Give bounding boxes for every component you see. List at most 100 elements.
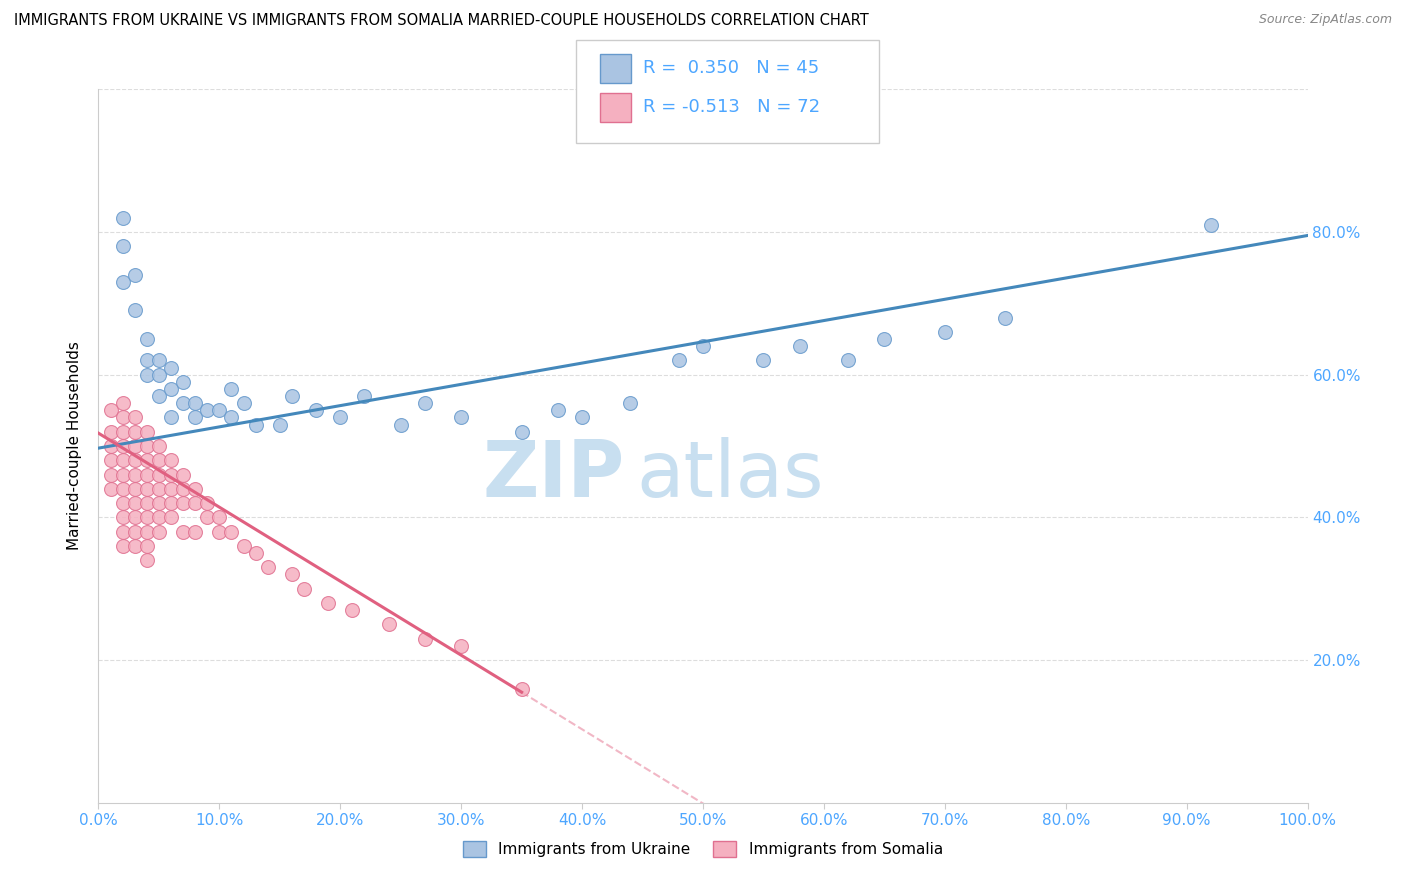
Point — [245, 417, 267, 432]
Point — [353, 389, 375, 403]
Point — [571, 410, 593, 425]
Point — [124, 303, 146, 318]
Point — [124, 496, 146, 510]
Point — [208, 403, 231, 417]
Text: Source: ZipAtlas.com: Source: ZipAtlas.com — [1258, 13, 1392, 27]
Point — [111, 510, 134, 524]
Point — [195, 510, 218, 524]
Point — [172, 375, 194, 389]
Point — [232, 539, 254, 553]
Point — [221, 382, 243, 396]
Point — [124, 467, 146, 482]
Point — [789, 339, 811, 353]
Point — [232, 396, 254, 410]
Point — [124, 425, 146, 439]
Point — [135, 439, 157, 453]
Point — [547, 403, 569, 417]
Point — [148, 353, 170, 368]
Point — [245, 546, 267, 560]
Point — [124, 510, 146, 524]
Point — [111, 467, 134, 482]
Point — [208, 524, 231, 539]
Point — [510, 681, 533, 696]
Point — [111, 496, 134, 510]
Point — [281, 389, 304, 403]
Point — [1199, 218, 1222, 232]
Point — [124, 268, 146, 282]
Point — [668, 353, 690, 368]
Point — [124, 453, 146, 467]
Point — [100, 453, 122, 467]
Point — [124, 539, 146, 553]
Point — [111, 211, 134, 225]
Point — [510, 425, 533, 439]
Point — [100, 439, 122, 453]
Point — [160, 482, 183, 496]
Point — [111, 396, 134, 410]
Point — [160, 453, 183, 467]
Point — [135, 553, 157, 567]
Point — [135, 539, 157, 553]
Point — [111, 482, 134, 496]
Point — [148, 439, 170, 453]
Point — [837, 353, 859, 368]
Legend: Immigrants from Ukraine, Immigrants from Somalia: Immigrants from Ukraine, Immigrants from… — [457, 835, 949, 863]
Point — [111, 275, 134, 289]
Point — [195, 403, 218, 417]
Point — [342, 603, 364, 617]
Point — [124, 410, 146, 425]
Point — [135, 510, 157, 524]
Point — [100, 425, 122, 439]
Y-axis label: Married-couple Households: Married-couple Households — [67, 342, 83, 550]
Point — [148, 389, 170, 403]
Point — [124, 439, 146, 453]
Point — [184, 396, 207, 410]
Point — [111, 439, 134, 453]
Point — [256, 560, 278, 574]
Point — [160, 510, 183, 524]
Point — [111, 453, 134, 467]
Point — [184, 482, 207, 496]
Point — [135, 482, 157, 496]
Point — [389, 417, 412, 432]
Point — [111, 425, 134, 439]
Point — [221, 410, 243, 425]
Point — [135, 368, 157, 382]
Point — [148, 368, 170, 382]
Point — [160, 410, 183, 425]
Point — [619, 396, 641, 410]
Point — [873, 332, 896, 346]
Point — [450, 410, 472, 425]
Text: atlas: atlas — [637, 436, 824, 513]
Point — [172, 482, 194, 496]
Point — [124, 482, 146, 496]
Point — [172, 467, 194, 482]
Text: IMMIGRANTS FROM UKRAINE VS IMMIGRANTS FROM SOMALIA MARRIED-COUPLE HOUSEHOLDS COR: IMMIGRANTS FROM UKRAINE VS IMMIGRANTS FR… — [14, 13, 869, 29]
Point — [160, 382, 183, 396]
Point — [184, 524, 207, 539]
Point — [148, 482, 170, 496]
Point — [184, 410, 207, 425]
Point — [377, 617, 399, 632]
Point — [413, 632, 436, 646]
Point — [195, 496, 218, 510]
Point — [221, 524, 243, 539]
Point — [135, 496, 157, 510]
Point — [135, 425, 157, 439]
Point — [135, 453, 157, 467]
Point — [160, 360, 183, 375]
Point — [160, 467, 183, 482]
Point — [184, 496, 207, 510]
Point — [172, 396, 194, 410]
Point — [208, 510, 231, 524]
Point — [269, 417, 291, 432]
Point — [281, 567, 304, 582]
Point — [124, 524, 146, 539]
Point — [135, 353, 157, 368]
Point — [111, 410, 134, 425]
Point — [160, 496, 183, 510]
Point — [934, 325, 956, 339]
Point — [994, 310, 1017, 325]
Point — [172, 524, 194, 539]
Point — [111, 524, 134, 539]
